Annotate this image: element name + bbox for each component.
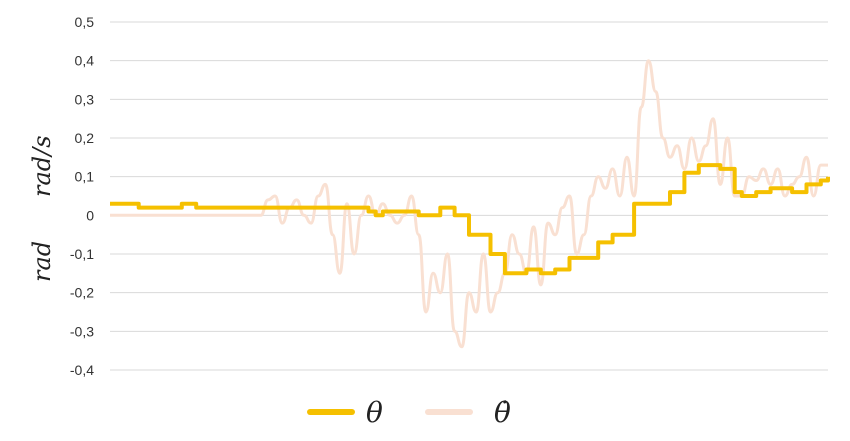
y-tick-label: 0,5 <box>75 14 95 30</box>
y-tick-label: 0,1 <box>75 169 95 185</box>
legend-label-theta: θ <box>366 396 383 429</box>
y-tick-label: 0,4 <box>75 53 95 69</box>
y-tick-label: -0,2 <box>70 285 94 301</box>
series-line-theta <box>110 163 830 276</box>
legend-label-theta-dot: θ̇ <box>494 396 511 429</box>
y-tick-label: 0 <box>86 207 94 223</box>
y-tick-label: -0,3 <box>70 323 94 339</box>
series-lines <box>109 59 830 349</box>
y-axis-title-left: rad <box>28 241 56 282</box>
series-line-theta-dot <box>109 59 828 349</box>
y-tick-label: 0,2 <box>75 130 95 146</box>
y-tick-labels: 0,5 0,4 0,3 0,2 0,1 0 -0,1 -0,2 -0,3 -0,4 <box>70 14 94 378</box>
y-axis-title-right: rad/s <box>28 135 56 197</box>
gridlines <box>110 21 828 371</box>
legend: θ θ̇ <box>307 396 511 429</box>
y-tick-label: -0,4 <box>70 362 94 378</box>
y-tick-label: -0,1 <box>70 246 94 262</box>
y-tick-label: 0,3 <box>75 91 95 107</box>
